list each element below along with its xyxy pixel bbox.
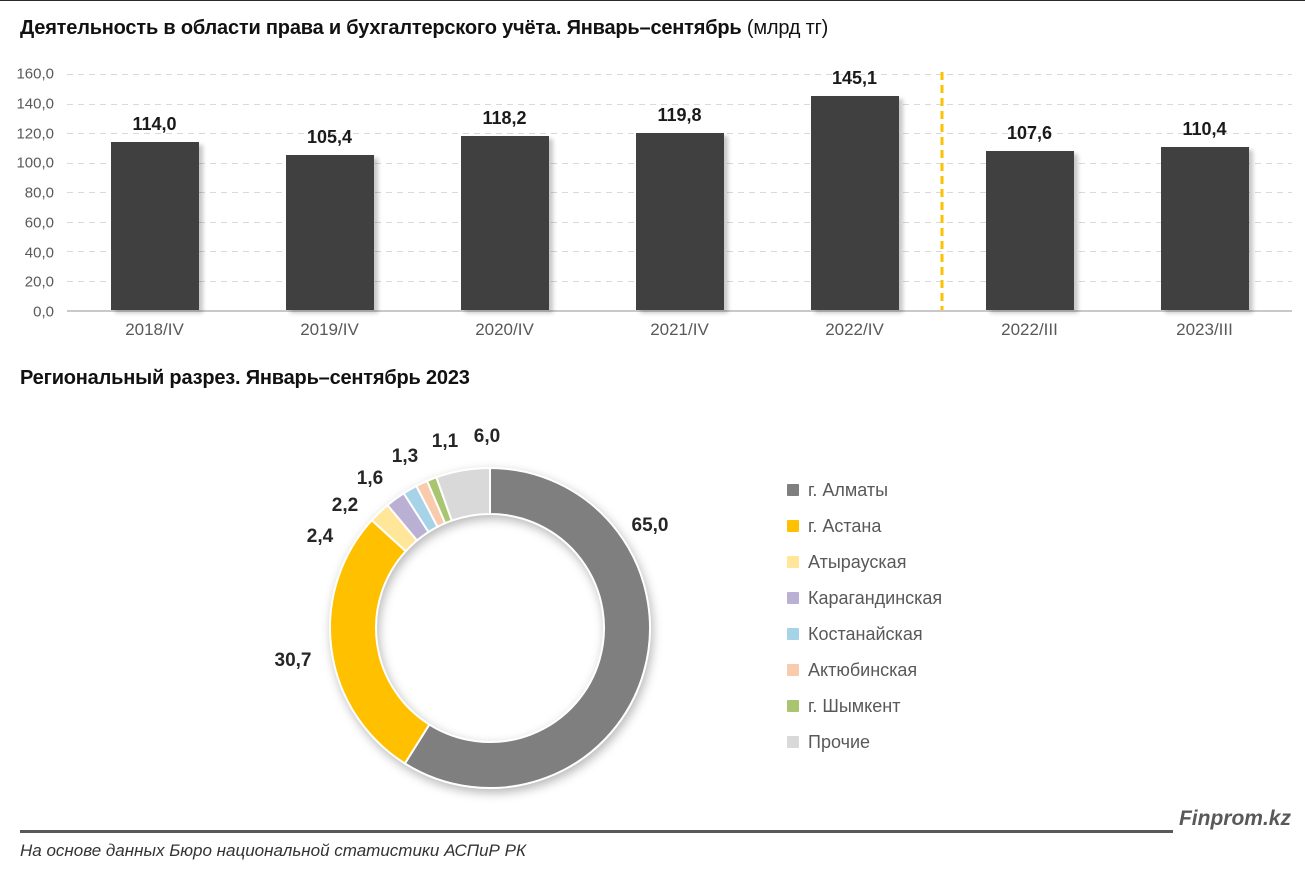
legend-label: Атырауская xyxy=(808,551,907,572)
donut-segment-г. Алматы xyxy=(403,466,651,789)
bar-value-label-2022/IV: 145,1 xyxy=(831,67,878,88)
bar-chart-y-axis: 0,0 20,0 40,0 60,0 80,0 100,0 120,0 140,0 160,0 xyxy=(0,66,58,321)
bar-chart-title-unit: (млрд тг) xyxy=(741,17,829,39)
bar-chart-x-axis: 2018/IV 2019/IV 2020/IV 2021/IV 2022/IV 2022/… xyxy=(67,320,1292,340)
legend-label: г. Алматы xyxy=(808,479,889,500)
bar-slot-2020/IV: 118,2 xyxy=(417,74,592,310)
gridline-160 xyxy=(67,74,1292,75)
legend-label: Актюбинская xyxy=(808,659,918,680)
x-axis-label-2022/III: 2022/III xyxy=(1001,320,1058,339)
y-axis-tick-label: 80,0 xyxy=(24,184,54,202)
legend-color-swatch xyxy=(787,592,799,604)
donut-segment-Прочие xyxy=(435,466,491,522)
donut-chart-title: Региональный разрез. Январь–сентябрь 202… xyxy=(20,367,470,389)
bar-chart-title: Деятельность в области права и бухгалтер… xyxy=(20,17,828,40)
legend-color-swatch xyxy=(787,736,799,748)
donut-value-label-г. Алматы: 65,0 xyxy=(631,515,669,536)
bar-2023/III xyxy=(1160,147,1249,310)
y-axis-tick-label: 140,0 xyxy=(16,95,54,113)
bar-2019/IV xyxy=(285,154,374,310)
bar-chart-plot-area: 114,0 105,4 118,2 119,8 145,1 107,6 110,4 xyxy=(67,68,1292,312)
x-axis-label-2022/IV: 2022/IV xyxy=(825,320,884,339)
y-axis-tick-label: 160,0 xyxy=(16,65,54,83)
bar-value-label-2023/III: 110,4 xyxy=(1182,119,1227,140)
y-axis-tick-label: 40,0 xyxy=(24,244,54,261)
bar-2021/IV xyxy=(635,133,724,310)
legend-item-Атырауская: Атырауская xyxy=(787,544,942,580)
donut-chart xyxy=(329,466,651,789)
bar-value-label-2019/IV: 105,4 xyxy=(306,126,353,147)
y-axis-tick-label: 100,0 xyxy=(16,154,54,172)
y-axis-tick-label: 20,0 xyxy=(24,273,54,291)
legend-color-swatch xyxy=(787,556,799,568)
x-axis-label-2023/III: 2023/III xyxy=(1176,320,1233,339)
legend-color-swatch xyxy=(787,664,799,676)
source-note: На основе данных Бюро национальной стати… xyxy=(20,841,526,860)
donut-value-label-Карагандинская: 2,2 xyxy=(331,495,359,516)
bar-value-label-2021/IV: 119,8 xyxy=(657,105,702,126)
donut-value-label-г. Шымкент: 1,1 xyxy=(431,431,459,452)
bar-2022/IV xyxy=(810,95,899,310)
bar-value-label-2018/IV: 114,0 xyxy=(132,113,177,134)
x-axis-label-2019/IV: 2019/IV xyxy=(300,320,359,339)
donut-value-label-Прочие: 6,0 xyxy=(473,426,501,447)
legend-color-swatch xyxy=(787,628,799,640)
legend-color-swatch xyxy=(787,484,799,496)
legend-item-г. Астана: г. Астана xyxy=(787,508,942,544)
x-axis-label-2021/IV: 2021/IV xyxy=(650,320,709,339)
bar-2020/IV xyxy=(460,135,549,310)
gridline-140 xyxy=(67,103,1292,105)
legend-item-Актюбинская: Актюбинская xyxy=(787,652,942,688)
y-axis-tick-label: 0,0 xyxy=(33,303,54,321)
legend-item-г. Алматы: г. Алматы xyxy=(787,472,942,508)
y-axis-tick-label: 60,0 xyxy=(24,214,54,232)
bar-value-label-2022/III: 107,6 xyxy=(1006,123,1053,144)
footer-divider-line xyxy=(20,830,1173,833)
legend-label: г. Астана xyxy=(808,515,882,536)
bar-2022/III xyxy=(985,151,1074,310)
legend-label: Прочие xyxy=(808,731,871,752)
legend-item-г. Шымкент: г. Шымкент xyxy=(787,688,942,724)
bar-slot-2022/III: 107,6 xyxy=(942,74,1117,310)
legend-color-swatch xyxy=(787,520,799,532)
donut-legend: г. Алматы г. Астана Атырауская Карагандинск… xyxy=(787,472,942,760)
legend-color-swatch xyxy=(787,700,799,712)
bar-slot-2021/IV: 119,8 xyxy=(592,74,767,310)
donut-value-label-Атырауская: 2,4 xyxy=(306,526,334,547)
bar-slots: 114,0 105,4 118,2 119,8 145,1 107,6 110,4 xyxy=(67,68,1292,310)
donut-value-label-Актюбинская: 1,3 xyxy=(391,446,419,467)
brand-logo: Finprom.kz xyxy=(1178,807,1291,830)
x-axis-label-2020/IV: 2020/IV xyxy=(475,320,534,339)
y-axis-tick-label: 120,0 xyxy=(16,125,54,142)
legend-item-Костанайская: Костанайская xyxy=(787,616,942,652)
legend-label: Костанайская xyxy=(808,623,923,644)
bar-value-label-2020/IV: 118,2 xyxy=(482,107,527,128)
bar-slot-2019/IV: 105,4 xyxy=(242,74,417,310)
bar-chart-title-text: Деятельность в области права и бухгалтер… xyxy=(20,17,742,39)
bar-slot-2018/IV: 114,0 xyxy=(67,74,242,310)
donut-value-label-Костанайская: 1,6 xyxy=(356,468,384,489)
donut-segment-г. Астана xyxy=(329,518,431,765)
legend-item-Карагандинская: Карагандинская xyxy=(787,580,942,616)
donut-value-label-г. Астана: 30,7 xyxy=(274,650,312,671)
legend-label: Карагандинская xyxy=(808,587,943,608)
bar-slot-2023/III: 110,4 xyxy=(1117,74,1292,310)
bar-2018/IV xyxy=(110,141,199,310)
donut-segments xyxy=(329,466,651,789)
legend-label: г. Шымкент xyxy=(808,695,901,716)
legend-item-Прочие: Прочие xyxy=(787,724,942,760)
bar-slot-2022/IV: 145,1 xyxy=(767,68,942,310)
x-axis-label-2018/IV: 2018/IV xyxy=(125,320,184,339)
period-separator-line xyxy=(940,72,944,310)
